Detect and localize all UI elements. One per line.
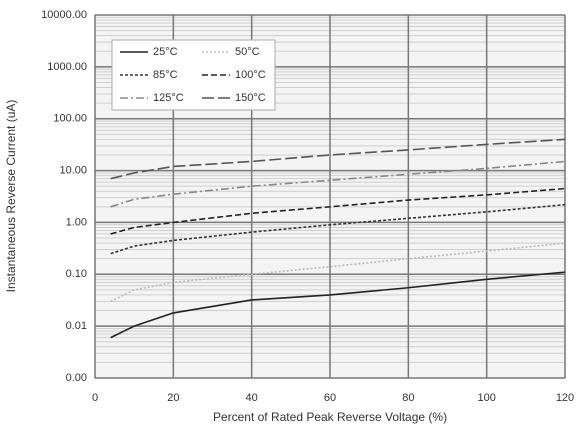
legend-label: 100°C xyxy=(235,69,266,81)
legend-label: 50°C xyxy=(235,46,260,58)
x-tick-label: 60 xyxy=(324,392,336,404)
x-tick-label: 120 xyxy=(556,392,574,404)
y-tick-label: 10000.00 xyxy=(41,9,87,21)
legend: 25°C 50°C 85°C 100°C 125°C 150°C xyxy=(111,39,276,111)
legend-label: 85°C xyxy=(153,69,178,81)
series-line xyxy=(110,138,566,180)
y-tick-label: 1.00 xyxy=(66,216,87,228)
y-tick-label: 100.00 xyxy=(53,113,87,125)
y-tick-label: 0.01 xyxy=(66,320,87,332)
legend-label: 25°C xyxy=(153,46,178,58)
x-tick-label: 20 xyxy=(167,392,179,404)
y-tick-label: 1000.00 xyxy=(47,61,87,73)
series-line xyxy=(110,187,566,235)
y-axis-title: Instantaneous Reverse Current (uA) xyxy=(4,100,18,293)
x-tick-label: 100 xyxy=(477,392,495,404)
legend-label: 125°C xyxy=(153,92,184,104)
series-line xyxy=(110,271,566,339)
y-tick-label: 0.10 xyxy=(66,268,87,280)
y-tick-label: 10.00 xyxy=(59,164,87,176)
series-line xyxy=(110,242,566,303)
y-tick-label: 0.00 xyxy=(66,372,87,384)
x-tick-label: 40 xyxy=(246,392,258,404)
x-tick-label: 0 xyxy=(92,392,98,404)
series-line xyxy=(110,203,566,255)
x-tick-label: 80 xyxy=(402,392,414,404)
legend-label: 150°C xyxy=(235,92,266,104)
x-axis-title: Percent of Rated Peak Reverse Voltage (%… xyxy=(213,410,447,424)
series-line xyxy=(110,160,566,208)
